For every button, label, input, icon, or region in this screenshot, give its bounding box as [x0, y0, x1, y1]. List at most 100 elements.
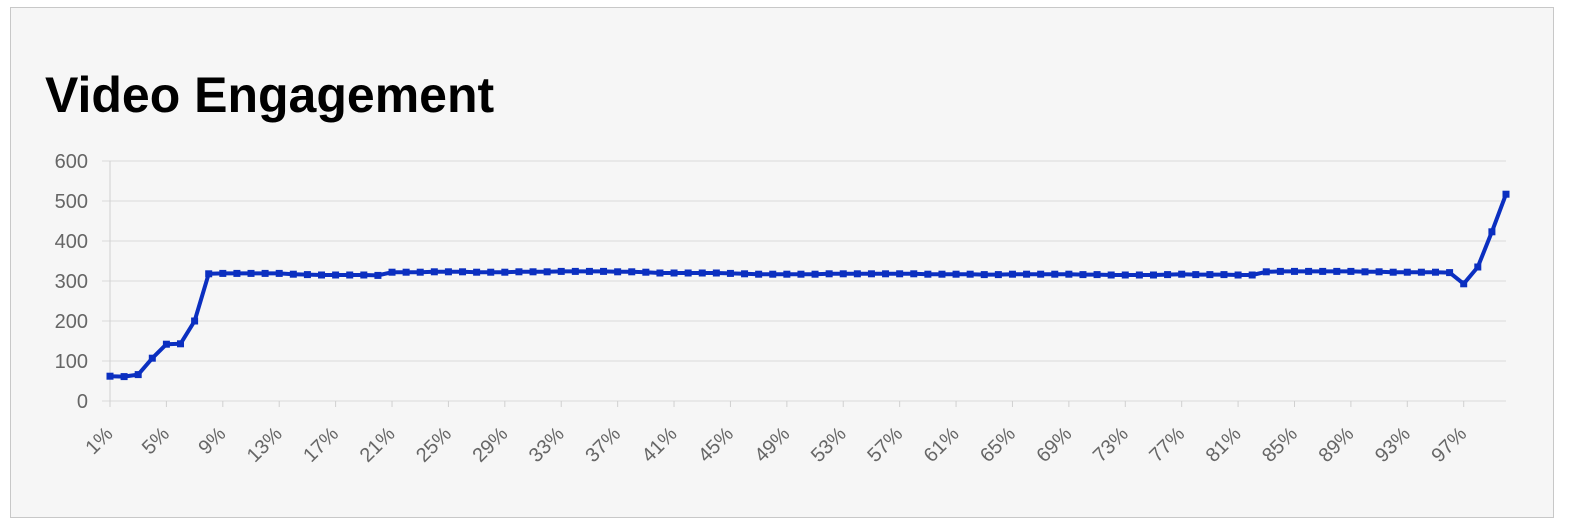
- data-point: [853, 270, 861, 278]
- data-point: [177, 340, 185, 348]
- data-point: [670, 269, 678, 277]
- data-point: [783, 270, 791, 278]
- data-point: [134, 371, 142, 379]
- data-point: [247, 269, 255, 277]
- data-point: [1135, 271, 1143, 279]
- data-point: [459, 268, 467, 276]
- data-point: [289, 270, 297, 278]
- data-point: [1431, 268, 1439, 276]
- data-point: [1037, 270, 1045, 278]
- data-point: [1107, 271, 1115, 279]
- y-tick-label: 200: [55, 311, 88, 333]
- data-point: [952, 270, 960, 278]
- data-point: [1051, 270, 1059, 278]
- data-point: [867, 270, 875, 278]
- data-point: [430, 268, 438, 276]
- data-point: [755, 270, 763, 278]
- data-point: [1008, 270, 1016, 278]
- data-point: [1164, 271, 1172, 279]
- data-point: [1488, 228, 1496, 236]
- data-point: [219, 269, 227, 277]
- y-tick-label: 500: [55, 191, 88, 213]
- data-point: [318, 271, 326, 279]
- data-point: [1206, 271, 1214, 279]
- data-point: [585, 267, 593, 275]
- chart-title: Video Engagement: [45, 67, 495, 123]
- data-point: [515, 268, 523, 276]
- data-point: [162, 340, 170, 348]
- data-point: [275, 269, 283, 277]
- data-point: [303, 271, 311, 279]
- data-point: [966, 270, 974, 278]
- data-point: [571, 267, 579, 275]
- y-tick-label: 300: [55, 271, 88, 293]
- data-point: [374, 271, 382, 279]
- data-point: [656, 269, 664, 277]
- data-point: [1248, 271, 1256, 279]
- data-point: [600, 267, 608, 275]
- data-point: [106, 372, 114, 380]
- data-point: [1220, 271, 1228, 279]
- y-tick-label: 100: [55, 351, 88, 373]
- data-point: [205, 270, 213, 278]
- data-point: [261, 269, 269, 277]
- data-point: [1389, 268, 1397, 276]
- data-point: [994, 271, 1002, 279]
- y-tick-label: 400: [55, 231, 88, 253]
- data-point: [1305, 267, 1313, 275]
- data-point: [529, 268, 537, 276]
- data-point: [1149, 271, 1157, 279]
- data-point: [1319, 267, 1327, 275]
- data-point: [741, 270, 749, 278]
- data-point: [1079, 271, 1087, 279]
- data-point: [882, 270, 890, 278]
- data-point: [684, 269, 692, 277]
- data-point: [1474, 263, 1482, 271]
- data-point: [698, 269, 706, 277]
- data-point: [120, 373, 128, 381]
- data-point: [487, 268, 495, 276]
- data-point: [1403, 268, 1411, 276]
- data-point: [1178, 270, 1186, 278]
- data-point: [1093, 271, 1101, 279]
- data-point: [1065, 270, 1073, 278]
- data-point: [896, 270, 904, 278]
- data-point: [1262, 268, 1270, 276]
- data-point: [614, 268, 622, 276]
- data-point: [233, 269, 241, 277]
- data-point: [402, 268, 410, 276]
- data-point: [1361, 268, 1369, 276]
- data-point: [1347, 267, 1355, 275]
- data-point: [1446, 269, 1454, 277]
- data-point: [444, 268, 452, 276]
- data-point: [712, 269, 720, 277]
- data-point: [1234, 271, 1242, 279]
- data-point: [726, 269, 734, 277]
- data-point: [501, 268, 509, 276]
- data-point: [191, 317, 199, 325]
- y-tick-label: 600: [55, 151, 88, 173]
- data-point: [811, 270, 819, 278]
- data-point: [1417, 268, 1425, 276]
- data-point: [839, 270, 847, 278]
- data-point: [557, 267, 565, 275]
- data-line: [109, 193, 1508, 379]
- data-point: [1333, 267, 1341, 275]
- data-point: [1276, 267, 1284, 275]
- data-point: [825, 270, 833, 278]
- data-point: [346, 271, 354, 279]
- data-point: [938, 270, 946, 278]
- data-point: [388, 268, 396, 276]
- data-point: [910, 270, 918, 278]
- data-point: [1375, 268, 1383, 276]
- data-point: [1502, 190, 1510, 198]
- data-point: [543, 268, 551, 276]
- data-point: [924, 270, 932, 278]
- data-point: [642, 268, 650, 276]
- y-tick-label: 0: [77, 391, 88, 413]
- data-point: [769, 270, 777, 278]
- data-point: [980, 271, 988, 279]
- data-point: [148, 354, 156, 362]
- data-point: [797, 270, 805, 278]
